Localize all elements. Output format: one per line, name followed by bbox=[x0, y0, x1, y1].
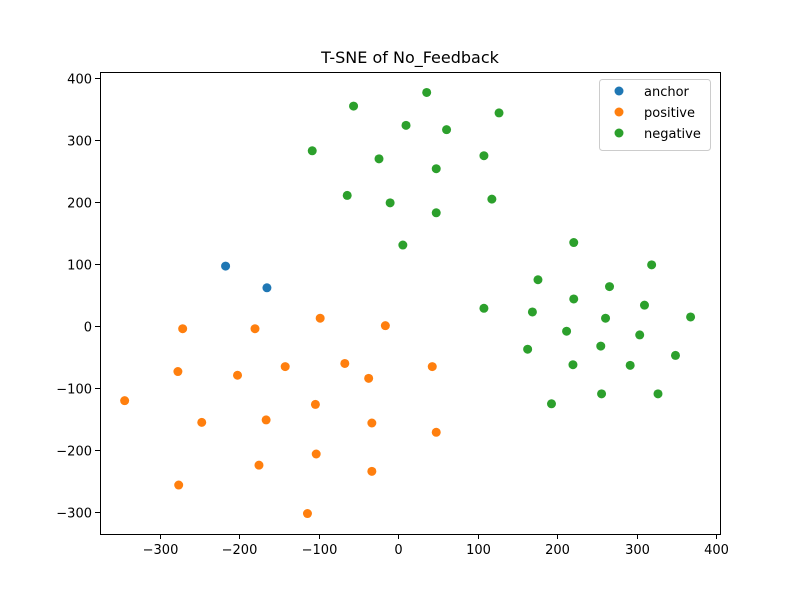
negative-point bbox=[401, 120, 411, 130]
negative-point bbox=[596, 341, 606, 351]
negative-point bbox=[385, 198, 395, 208]
positive-point bbox=[302, 509, 312, 519]
positive-point bbox=[311, 449, 321, 459]
negative-point bbox=[398, 240, 408, 250]
positive-point bbox=[174, 480, 184, 490]
legend-label-anchor: anchor bbox=[644, 85, 690, 100]
series-negative bbox=[307, 87, 696, 409]
y-tick-label: 200 bbox=[67, 197, 92, 212]
negative-point bbox=[569, 294, 579, 304]
negative-point bbox=[546, 399, 556, 409]
negative-point bbox=[533, 275, 543, 285]
negative-point bbox=[494, 108, 504, 118]
legend-label-negative: negative bbox=[644, 127, 701, 142]
positive-point bbox=[280, 362, 290, 372]
x-tick-label: 400 bbox=[704, 543, 729, 558]
negative-point bbox=[479, 151, 489, 161]
data-points bbox=[120, 87, 696, 519]
negative-point bbox=[625, 360, 635, 370]
y-tick-label: 0 bbox=[84, 321, 92, 336]
negative-point bbox=[487, 194, 497, 204]
positive-point bbox=[261, 415, 271, 425]
negative-point bbox=[307, 146, 317, 156]
negative-point bbox=[527, 307, 537, 317]
x-tick-label: −200 bbox=[222, 543, 258, 558]
negative-point bbox=[562, 326, 572, 336]
positive-point bbox=[197, 417, 207, 427]
legend-label-positive: positive bbox=[644, 106, 695, 121]
negative-point bbox=[342, 190, 352, 200]
positive-point bbox=[340, 358, 350, 368]
negative-point bbox=[639, 300, 649, 310]
negative-point bbox=[635, 330, 645, 340]
negative-point bbox=[647, 260, 657, 270]
y-tick-label: −200 bbox=[56, 445, 92, 460]
x-tick-label: 100 bbox=[466, 543, 491, 558]
axis-ticks: −300 −200 −100 0 100 200 300 400 −300 −200 −100 0 10… bbox=[56, 73, 729, 559]
chart-title: T-SNE of No_Feedback bbox=[320, 48, 500, 68]
positive-point bbox=[310, 399, 320, 409]
negative-point bbox=[523, 344, 533, 354]
y-tick-label: 400 bbox=[67, 73, 92, 88]
positive-point bbox=[367, 466, 377, 476]
positive-point bbox=[367, 418, 377, 428]
negative-point bbox=[479, 303, 489, 313]
negative-point bbox=[653, 389, 663, 399]
negative-point bbox=[601, 313, 611, 323]
positive-point bbox=[315, 313, 325, 323]
positive-point bbox=[254, 460, 264, 470]
negative-point bbox=[670, 350, 680, 360]
anchor-point bbox=[262, 283, 272, 293]
negative-point bbox=[431, 208, 441, 218]
plot-area-frame bbox=[100, 72, 721, 535]
positive-point bbox=[250, 324, 260, 334]
x-tick-label: 0 bbox=[394, 543, 402, 558]
negative-point bbox=[605, 282, 615, 292]
positive-point bbox=[178, 324, 188, 334]
legend-marker-anchor bbox=[614, 86, 624, 96]
x-tick-label: 300 bbox=[625, 543, 650, 558]
positive-point bbox=[431, 427, 441, 437]
y-tick-label: −100 bbox=[56, 383, 92, 398]
negative-point bbox=[568, 360, 578, 370]
anchor-point bbox=[221, 261, 231, 271]
y-tick-label: 100 bbox=[67, 259, 92, 274]
legend-marker-positive bbox=[614, 107, 624, 117]
negative-point bbox=[569, 238, 579, 248]
series-anchor bbox=[221, 261, 272, 293]
positive-point bbox=[173, 367, 183, 377]
positive-point bbox=[427, 362, 437, 372]
x-tick-label: 200 bbox=[545, 543, 570, 558]
y-tick-label: −300 bbox=[56, 507, 92, 522]
legend-marker-negative bbox=[614, 128, 624, 138]
negative-point bbox=[597, 389, 607, 399]
series-positive bbox=[120, 313, 441, 519]
positive-point bbox=[380, 321, 390, 331]
negative-point bbox=[442, 125, 452, 135]
positive-point bbox=[233, 370, 243, 380]
negative-point bbox=[374, 154, 384, 164]
negative-point bbox=[422, 87, 432, 97]
negative-point bbox=[686, 312, 696, 322]
negative-point bbox=[349, 101, 359, 111]
legend: anchor positive negative bbox=[599, 79, 711, 151]
x-tick-label: −100 bbox=[302, 543, 338, 558]
legend-box bbox=[599, 79, 711, 151]
positive-point bbox=[364, 373, 374, 383]
negative-point bbox=[431, 164, 441, 174]
y-tick-label: 300 bbox=[67, 135, 92, 150]
x-tick-label: −300 bbox=[143, 543, 179, 558]
positive-point bbox=[120, 396, 130, 406]
